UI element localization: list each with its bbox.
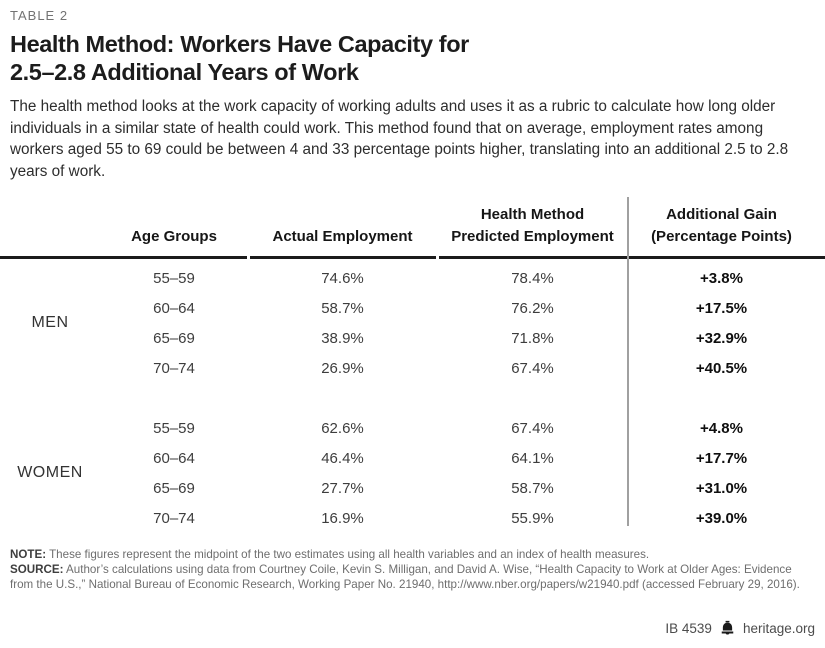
header-group-column xyxy=(0,248,100,256)
note-label: NOTE: xyxy=(10,548,47,561)
page-title-line1: Health Method: Workers Have Capacity for xyxy=(10,31,469,57)
note-line: NOTE: These figures represent the midpoi… xyxy=(10,547,810,562)
women-row1-actual: 62.6% xyxy=(321,419,364,437)
data-table: Age Groups Actual Employment Health Meth… xyxy=(0,197,825,533)
group-men: MEN 55–59 74.6% 78.4% +3.8% 60–64 58.7% … xyxy=(0,263,825,383)
header-actual-employment: Actual Employment xyxy=(272,228,413,245)
source-text: Author’s calculations using data from Co… xyxy=(10,563,800,591)
women-row2-gain: +17.7% xyxy=(695,449,748,467)
men-row3-age: 65–69 xyxy=(153,329,195,347)
header-additional-gain: Additional Gain (Percentage Points) xyxy=(651,206,792,245)
women-row3-gain: +31.0% xyxy=(695,479,748,497)
men-row2-predicted: 76.2% xyxy=(511,299,554,317)
heritage-bell-icon xyxy=(719,620,736,636)
men-row4-actual: 26.9% xyxy=(321,359,364,377)
brand-text: heritage.org xyxy=(742,620,815,636)
women-row2-predicted: 64.1% xyxy=(511,449,554,467)
men-row1-actual: 74.6% xyxy=(321,269,364,287)
men-row1-gain: +3.8% xyxy=(700,269,743,287)
men-row4-gain: +40.5% xyxy=(695,359,748,377)
men-row3-gain: +32.9% xyxy=(695,329,748,347)
group-label-men: MEN xyxy=(31,314,69,331)
page-footer: IB 4539 heritage.org xyxy=(665,620,815,636)
women-row1-predicted: 67.4% xyxy=(511,419,554,437)
header-age-groups: Age Groups xyxy=(131,228,217,245)
men-row3-predicted: 71.8% xyxy=(511,329,554,347)
header-rule xyxy=(0,256,825,259)
note-text: These figures represent the midpoint of … xyxy=(46,548,650,561)
footnotes: NOTE: These figures represent the midpoi… xyxy=(10,547,810,592)
men-row3-actual: 38.9% xyxy=(321,329,364,347)
document-id: IB 4539 xyxy=(665,620,712,636)
group-women: WOMEN 55–59 62.6% 67.4% +4.8% 60–64 46.4… xyxy=(0,413,825,533)
header-predicted-employment: Health Method Predicted Employment xyxy=(451,206,614,245)
description-paragraph: The health method looks at the work capa… xyxy=(10,98,789,180)
table-body: MEN 55–59 74.6% 78.4% +3.8% 60–64 58.7% … xyxy=(0,263,825,533)
men-row4-age: 70–74 xyxy=(153,359,195,377)
women-row1-gain: +4.8% xyxy=(700,419,743,437)
source-line: SOURCE: Author’s calculations using data… xyxy=(10,562,810,592)
women-row4-actual: 16.9% xyxy=(321,509,364,527)
page-title: Health Method: Workers Have Capacity for… xyxy=(10,30,815,86)
table-header-row: Age Groups Actual Employment Health Meth… xyxy=(0,197,825,256)
women-row3-age: 65–69 xyxy=(153,479,195,497)
women-row1-age: 55–59 xyxy=(153,419,195,437)
men-row2-gain: +17.5% xyxy=(695,299,748,317)
page-title-line2: 2.5–2.8 Additional Years of Work xyxy=(10,59,359,85)
men-row1-predicted: 78.4% xyxy=(511,269,554,287)
women-row4-age: 70–74 xyxy=(153,509,195,527)
women-row4-gain: +39.0% xyxy=(695,509,748,527)
women-row3-actual: 27.7% xyxy=(321,479,364,497)
women-row2-actual: 46.4% xyxy=(321,449,364,467)
men-row2-actual: 58.7% xyxy=(321,299,364,317)
men-row2-age: 60–64 xyxy=(153,299,195,317)
source-label: SOURCE: xyxy=(10,563,64,576)
women-row3-predicted: 58.7% xyxy=(511,479,554,497)
women-row2-age: 60–64 xyxy=(153,449,195,467)
gain-column-divider xyxy=(627,197,629,526)
table-label: TABLE 2 xyxy=(10,8,69,23)
men-row4-predicted: 67.4% xyxy=(511,359,554,377)
women-row4-predicted: 55.9% xyxy=(511,509,554,527)
group-label-women: WOMEN xyxy=(17,464,83,481)
men-row1-age: 55–59 xyxy=(153,269,195,287)
